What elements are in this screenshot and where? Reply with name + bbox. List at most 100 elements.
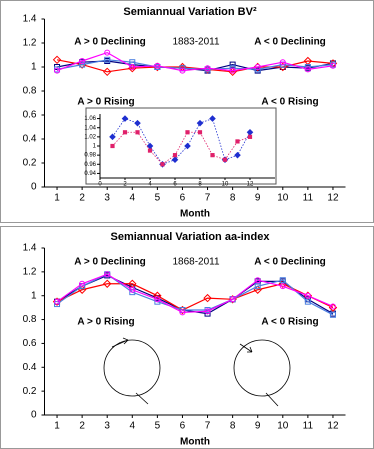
y-tick-label: 1 <box>93 144 97 150</box>
x-tick-label: 3 <box>104 421 110 432</box>
chart: 0 0.2 0.4 0.6 0.8 1 1.2 1.4 Semiannual Variation… <box>23 231 346 448</box>
marker <box>184 142 191 150</box>
marker <box>229 67 236 74</box>
marker <box>79 61 86 68</box>
marker <box>154 62 161 69</box>
field-line-right <box>265 392 279 407</box>
x-tick-label: 4 <box>130 193 136 204</box>
annotation: 1868-2011 <box>172 257 220 268</box>
marker <box>247 134 253 139</box>
marker <box>104 56 111 63</box>
y-tick-label: 0.8 <box>23 314 37 325</box>
marker <box>304 298 311 305</box>
x-tick-label: 9 <box>255 421 261 432</box>
y-tick-label: 0.4 <box>23 134 37 145</box>
series-label: A < 0 Rising <box>261 97 318 108</box>
series-line <box>56 283 334 311</box>
marker <box>329 62 336 69</box>
x-tick-label: 8 <box>198 182 202 188</box>
marker <box>122 130 128 135</box>
marker <box>197 130 203 135</box>
marker <box>104 271 111 278</box>
x-tick-label: 12 <box>327 421 339 432</box>
x-tick-label: 12 <box>327 193 339 204</box>
marker <box>104 49 111 56</box>
x-tick-label: 5 <box>155 421 161 432</box>
chart: 0 0.2 0.4 0.6 0.8 1 1.2 1.4 Semiannual Variation… <box>23 6 346 220</box>
marker <box>254 277 261 284</box>
y-tick-label: 1.06 <box>84 116 96 122</box>
x-tick-label: 10 <box>222 182 229 188</box>
x-tick-label: 7 <box>205 193 211 204</box>
x-tick-label: 8 <box>230 421 236 432</box>
y-tick-label: 0.2 <box>23 158 37 169</box>
marker <box>235 139 240 144</box>
x-tick-label: 1 <box>54 421 60 432</box>
y-tick-label: 1.4 <box>23 243 37 254</box>
marker <box>254 64 261 70</box>
marker <box>103 67 112 77</box>
y-tick-label: 1.04 <box>84 125 96 131</box>
circle-right <box>233 339 291 397</box>
x-tick-label: 4 <box>130 421 136 432</box>
marker <box>134 119 141 127</box>
marker <box>279 59 286 66</box>
marker <box>179 309 186 316</box>
marker <box>210 153 215 158</box>
y-tick-label: 1.4 <box>23 14 37 25</box>
inset-chart: 0.94 0.96 0.98 1 1.02 1.04 1.06 0 2 4 6 8 10 12 <box>84 114 275 188</box>
marker <box>329 303 336 310</box>
x-tick-label: 9 <box>255 193 261 204</box>
series-line <box>56 51 334 72</box>
x-tick-label: 11 <box>303 421 314 432</box>
marker <box>229 296 236 303</box>
y-tick-label: 0.98 <box>84 153 96 159</box>
x-tick-label: 7 <box>205 421 211 432</box>
y-tick-label: 1.2 <box>23 38 37 49</box>
x-axis-label: Month <box>180 209 210 220</box>
x-tick-label: 2 <box>79 421 85 432</box>
marker <box>79 58 86 64</box>
y-tick-label: 0.2 <box>23 386 37 397</box>
y-tick-label: 0.6 <box>23 110 37 121</box>
marker <box>160 162 165 167</box>
marker <box>222 157 228 162</box>
x-tick-label: 2 <box>79 193 85 204</box>
marker <box>147 148 153 153</box>
x-tick-label: 0 <box>98 182 102 188</box>
series-label: A < 0 Rising <box>261 317 318 328</box>
marker <box>135 130 140 135</box>
marker <box>110 143 115 149</box>
marker <box>304 292 311 299</box>
y-tick-label: 1 <box>31 290 37 301</box>
marker <box>179 67 186 74</box>
x-tick-label: 6 <box>173 182 177 188</box>
x-tick-label: 6 <box>180 421 186 432</box>
series-label: A < 0 Declining <box>254 257 326 268</box>
series-label: A > 0 Rising <box>77 97 134 108</box>
marker <box>172 153 178 158</box>
marker <box>203 293 212 303</box>
marker <box>209 115 216 122</box>
marker <box>279 283 286 290</box>
marker <box>204 308 211 315</box>
y-tick-label: 1 <box>31 62 37 73</box>
marker <box>171 156 179 164</box>
x-tick-label: 8 <box>230 193 236 204</box>
marker <box>196 119 204 127</box>
field-line-left <box>135 392 149 405</box>
series-label: A < 0 Declining <box>254 37 326 48</box>
y-tick-label: 0.94 <box>84 171 96 177</box>
marker <box>304 66 311 73</box>
series-label: A > 0 Rising <box>77 317 134 328</box>
inset-frame <box>85 107 277 185</box>
marker <box>52 55 62 65</box>
series-label: A > 0 Declining <box>74 257 146 268</box>
marker <box>129 64 136 70</box>
marker <box>234 151 241 159</box>
y-tick-label: 1.2 <box>23 266 37 277</box>
x-tick-label: 11 <box>303 193 314 204</box>
marker <box>229 61 236 68</box>
